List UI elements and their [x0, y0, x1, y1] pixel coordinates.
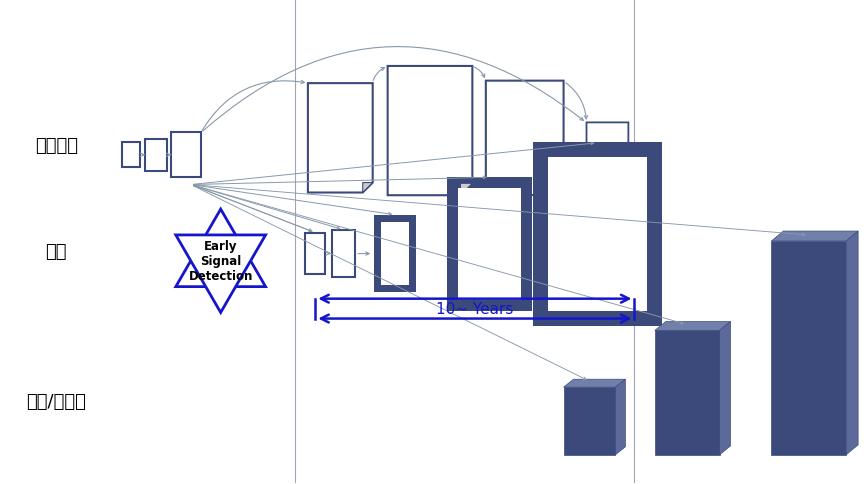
Text: Early
Signal
Detection: Early Signal Detection	[188, 240, 253, 283]
Polygon shape	[563, 379, 626, 387]
Polygon shape	[720, 322, 731, 455]
Polygon shape	[655, 322, 731, 331]
Polygon shape	[461, 184, 473, 196]
Bar	[655, 331, 720, 455]
Polygon shape	[308, 84, 372, 193]
Bar	[533, 143, 663, 327]
Bar	[448, 178, 532, 311]
Bar	[305, 233, 326, 275]
Polygon shape	[772, 231, 858, 242]
Bar	[332, 230, 355, 278]
Bar	[772, 242, 846, 455]
Polygon shape	[846, 231, 858, 455]
Polygon shape	[587, 123, 628, 188]
Text: 제품/서비스: 제품/서비스	[26, 392, 86, 410]
Polygon shape	[486, 81, 563, 196]
Bar	[563, 387, 615, 455]
Polygon shape	[175, 235, 265, 313]
Polygon shape	[388, 67, 473, 196]
Polygon shape	[615, 379, 626, 455]
Bar	[145, 139, 167, 171]
Polygon shape	[620, 180, 628, 188]
Text: 특허: 특허	[46, 242, 67, 260]
Bar	[548, 158, 647, 312]
Polygon shape	[175, 210, 265, 287]
Bar	[171, 133, 200, 178]
Bar	[122, 143, 140, 168]
Bar	[374, 215, 416, 293]
Polygon shape	[363, 183, 372, 193]
Polygon shape	[553, 185, 563, 196]
Bar	[459, 188, 521, 301]
Text: 10~ Years: 10~ Years	[436, 302, 513, 317]
Text: 과학논문: 과학논문	[35, 137, 78, 155]
Bar	[381, 222, 409, 286]
